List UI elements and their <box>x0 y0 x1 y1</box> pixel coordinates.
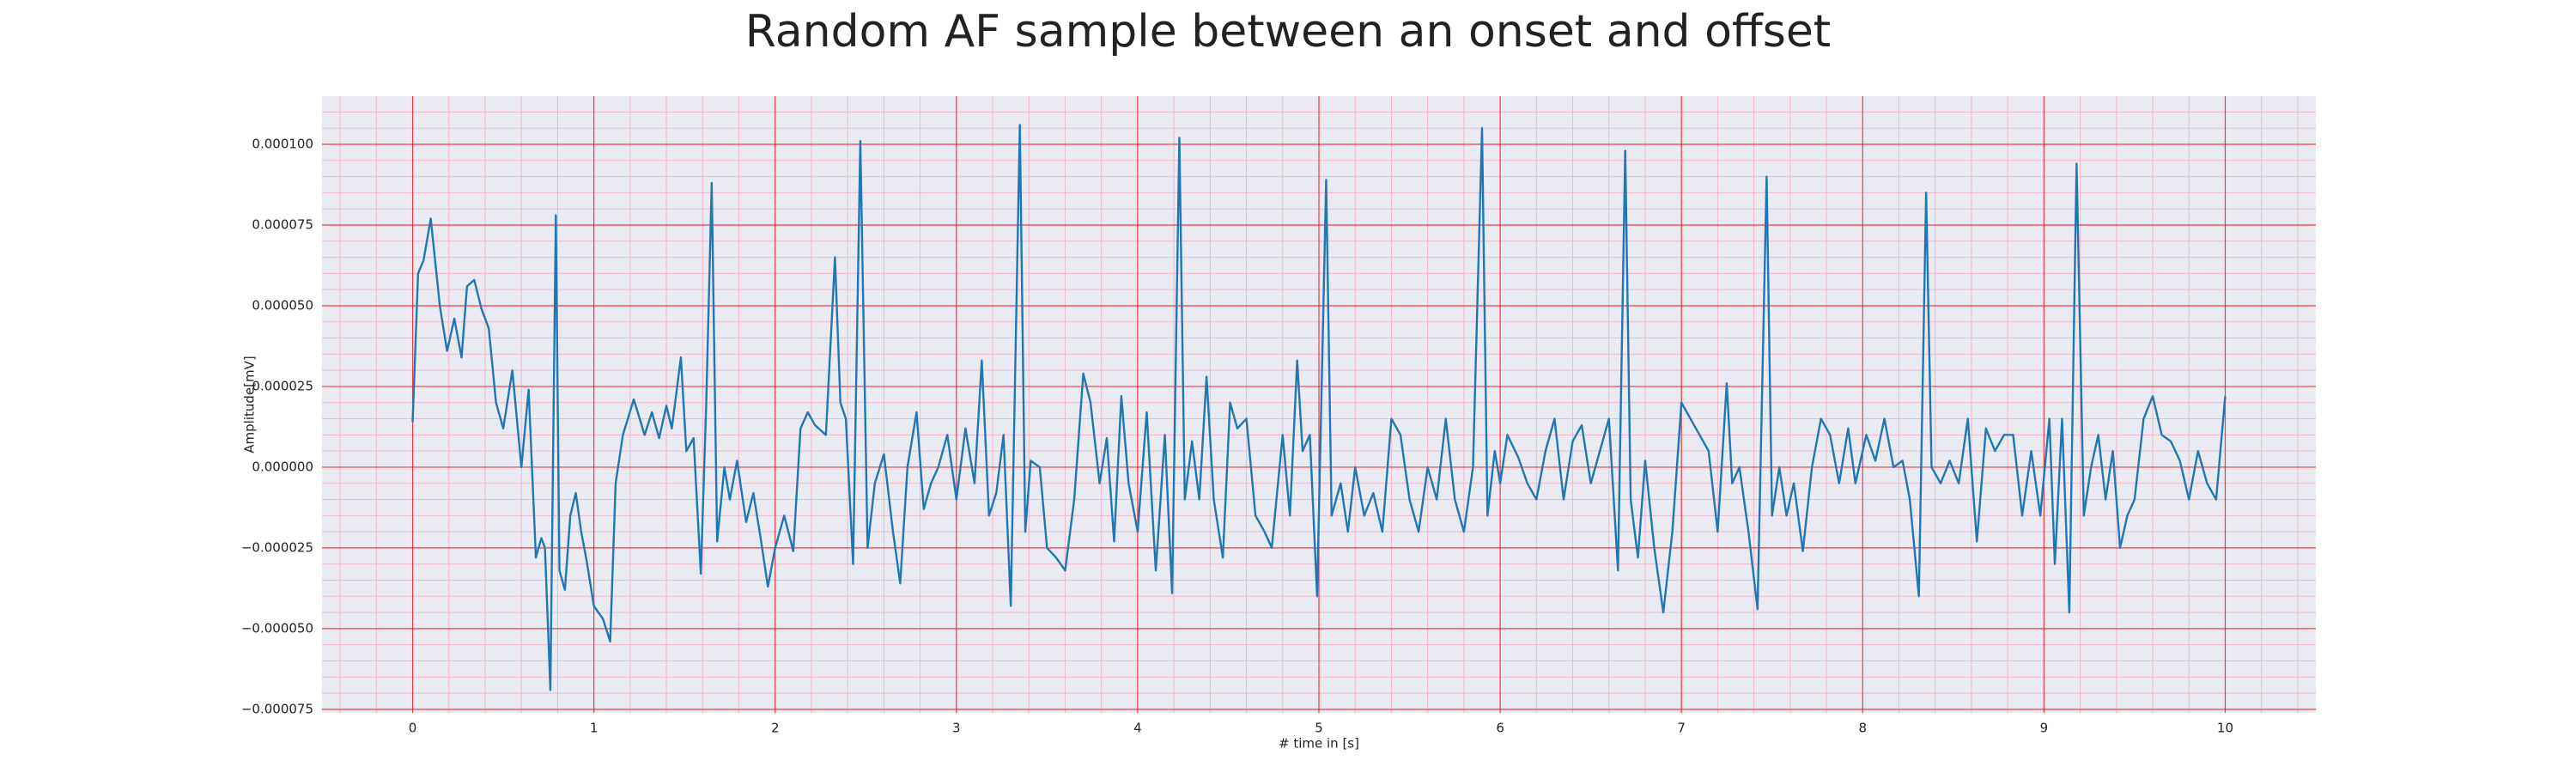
x-tick-label: 1 <box>590 721 598 736</box>
y-tick-label: −0.000075 <box>241 701 313 716</box>
chart-title: Random AF sample between an onset and of… <box>745 6 1831 58</box>
y-tick-label: −0.000025 <box>241 539 313 555</box>
x-axis-label: # time in [s] <box>1279 736 1359 752</box>
y-tick-label: 0.000025 <box>252 378 313 393</box>
x-tick-label: 2 <box>771 721 780 736</box>
x-tick-label: 5 <box>1315 721 1323 736</box>
x-tick-label: 7 <box>1677 721 1686 736</box>
y-tick-label: 0.000050 <box>252 297 313 313</box>
x-tick-label: 10 <box>2217 721 2233 736</box>
y-tick-label: 0.000100 <box>252 137 313 152</box>
x-tick-label: 6 <box>1496 721 1504 736</box>
x-tick-label: 4 <box>1133 721 1142 736</box>
y-tick-label: 0.000075 <box>252 216 313 232</box>
x-tick-label: 0 <box>409 721 417 736</box>
x-tick-label: 9 <box>2040 721 2049 736</box>
y-axis-label: Amplitude[mV] <box>242 356 258 453</box>
y-tick-label: 0.000000 <box>252 459 313 474</box>
x-tick-label: 8 <box>1858 721 1867 736</box>
y-tick-label: −0.000050 <box>241 620 313 636</box>
series-line <box>411 124 2227 691</box>
x-tick-label: 3 <box>952 721 961 736</box>
